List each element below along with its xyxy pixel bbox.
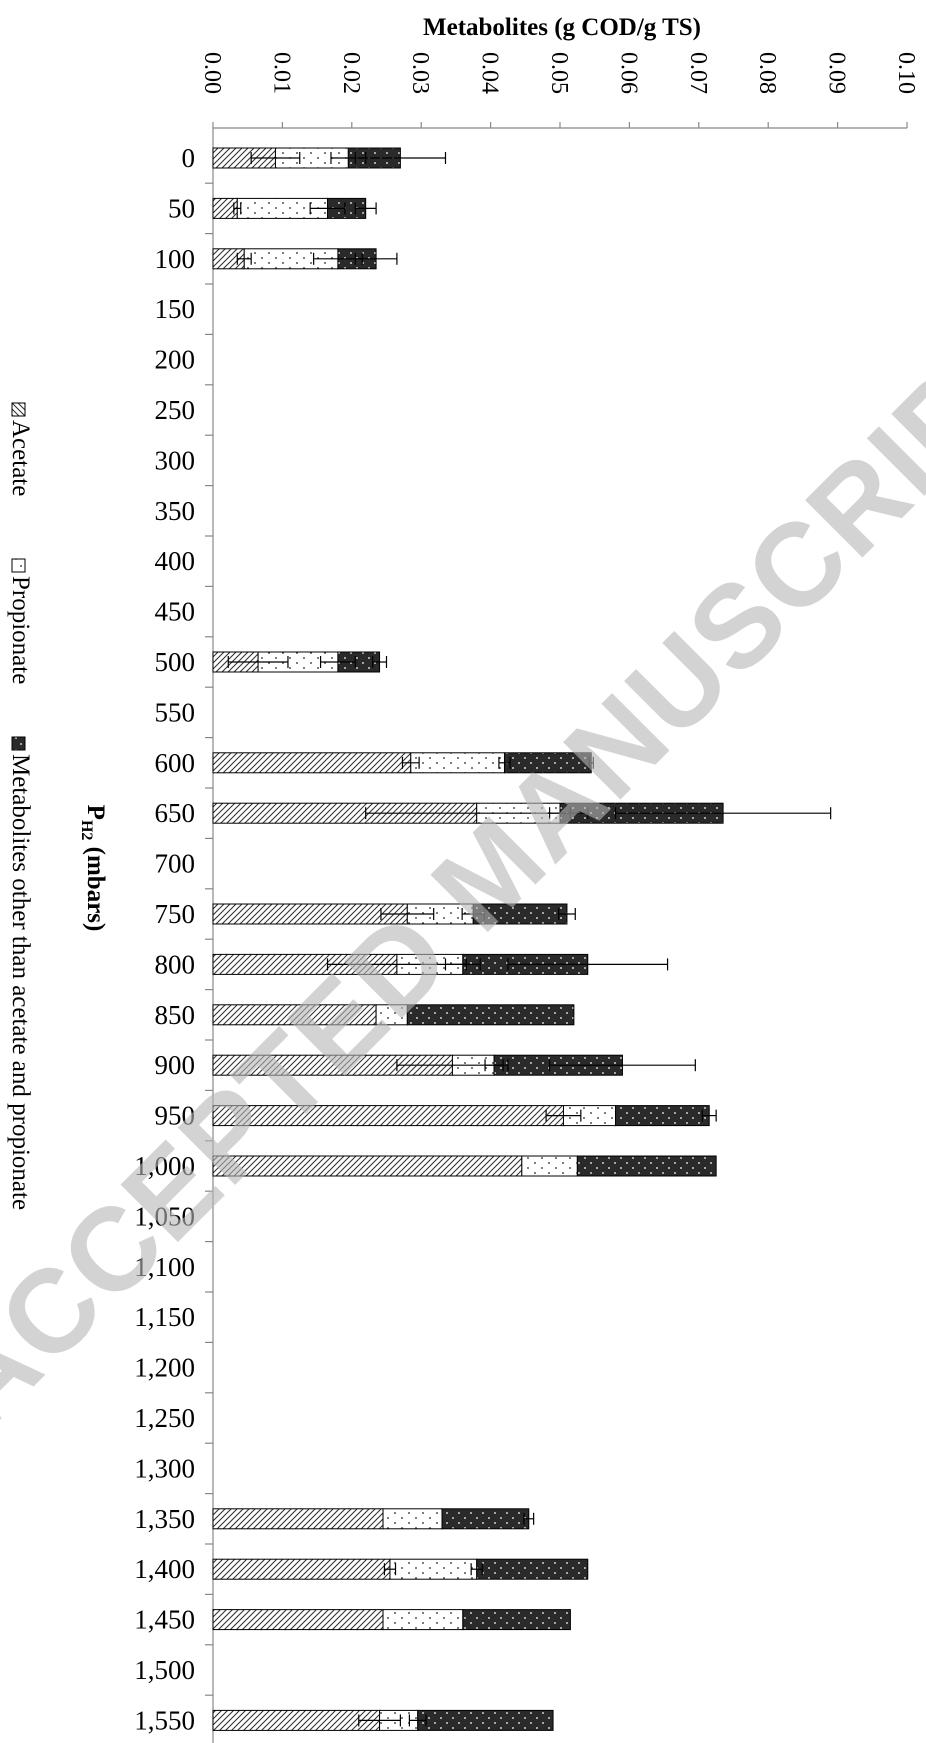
watermark: ACCEPTED MANUSCRIPT: [0, 292, 926, 1451]
bar-propionate-1-350: [382, 1508, 443, 1530]
bar-acetate-1-400: [212, 1558, 391, 1580]
category-label: 300: [155, 445, 196, 475]
bar-metabolites-other-than-acetate-and-propionate-1-450: [462, 1609, 571, 1631]
bar-propionate-1-450: [382, 1609, 464, 1631]
category-label: 350: [155, 496, 196, 526]
legend-swatch-acetate: [11, 402, 26, 417]
x-tick-label: 0.10: [893, 52, 919, 94]
category-label: 250: [155, 395, 196, 425]
bar-acetate-1-550: [212, 1709, 381, 1731]
bar-propionate-600: [410, 752, 505, 774]
svg-text:PH2 (mbars): PH2 (mbars): [78, 805, 109, 932]
y-axis-title-unit: (mbars): [82, 840, 109, 931]
category-label: 1,300: [134, 1453, 195, 1483]
x-tick-label: 0.08: [754, 52, 780, 94]
category-label: 1,250: [134, 1403, 195, 1433]
x-tick-label: 0.06: [615, 52, 641, 94]
category-label: 50: [168, 193, 195, 223]
bar-metabolites-other-than-acetate-and-propionate-1-400: [476, 1558, 589, 1580]
legend-label-acetate: Acetate: [7, 420, 34, 496]
category-label: 1,550: [134, 1705, 195, 1735]
category-label: 1,450: [134, 1605, 195, 1635]
category-label: 1,050: [134, 1201, 195, 1231]
legend: Acetate Propionate Metabolites other tha…: [7, 402, 34, 1210]
category-label: 100: [155, 244, 196, 274]
category-label: 200: [155, 345, 196, 375]
category-label: 1,200: [134, 1353, 195, 1383]
x-tick-label: 0.02: [338, 52, 364, 94]
category-label: 550: [155, 697, 196, 727]
x-tick-label: 0.04: [477, 52, 503, 94]
x-tick-label: 0.03: [407, 52, 433, 94]
category-label: 1,100: [134, 1252, 195, 1282]
bar-metabolites-other-than-acetate-and-propionate-850: [406, 1004, 575, 1026]
x-tick-label: 0.01: [268, 52, 294, 94]
error-bars-layer: [227, 152, 832, 1727]
legend-label-propionate: Propionate: [7, 576, 34, 684]
category-label: 1,400: [134, 1554, 195, 1584]
category-label: 700: [155, 849, 196, 879]
axis-layer: 0.00 0.01 0.02 0.03 0.04 0.05 0.06 0.07 0.08 0.09…: [134, 52, 919, 1743]
bar-propionate-1-000: [521, 1155, 578, 1177]
legend-label-other-metabolites: Metabolites other than acetate and propi…: [7, 754, 34, 1210]
x-tick-label: 0.05: [546, 52, 572, 94]
bar-metabolites-other-than-acetate-and-propionate-950: [615, 1105, 710, 1127]
x-tick-label: 0.09: [824, 52, 850, 94]
bar-acetate-1-450: [212, 1609, 384, 1631]
legend-swatch-other-metabolites: [11, 736, 26, 751]
category-label: 400: [155, 546, 196, 576]
category-label: 1,500: [134, 1655, 195, 1685]
x-tick-label: 0.07: [685, 52, 711, 94]
category-label: 150: [155, 294, 196, 324]
category-label: 850: [155, 1000, 196, 1030]
category-label: 1,150: [134, 1302, 195, 1332]
y-axis-title-subscript: H2: [78, 820, 95, 840]
category-label: 500: [155, 647, 196, 677]
category-label: 1,000: [134, 1151, 195, 1181]
bar-acetate-1-350: [212, 1508, 384, 1530]
category-label: 900: [155, 1050, 196, 1080]
legend-swatch-propionate: [11, 558, 26, 573]
category-label: 800: [155, 949, 196, 979]
category-label: 1,350: [134, 1504, 195, 1534]
category-label: 600: [155, 748, 196, 778]
category-label: 450: [155, 597, 196, 627]
category-label: 650: [155, 798, 196, 828]
bar-acetate-600: [212, 752, 412, 774]
bar-metabolites-other-than-acetate-and-propionate-1-350: [441, 1508, 530, 1530]
category-label: 0: [182, 143, 196, 173]
category-label: 750: [155, 899, 196, 929]
bar-metabolites-other-than-acetate-and-propionate-1-550: [417, 1709, 554, 1731]
bar-metabolites-other-than-acetate-and-propionate-1-000: [576, 1155, 717, 1177]
x-tick-label: 0.00: [199, 52, 225, 94]
y-axis-title: PH2 (mbars): [78, 805, 109, 932]
bar-propionate-1-400: [389, 1558, 478, 1580]
y-axis-title-main: P: [82, 805, 109, 820]
category-label: 950: [155, 1101, 196, 1131]
x-axis-title: Metabolites (g COD/g TS): [423, 14, 701, 41]
